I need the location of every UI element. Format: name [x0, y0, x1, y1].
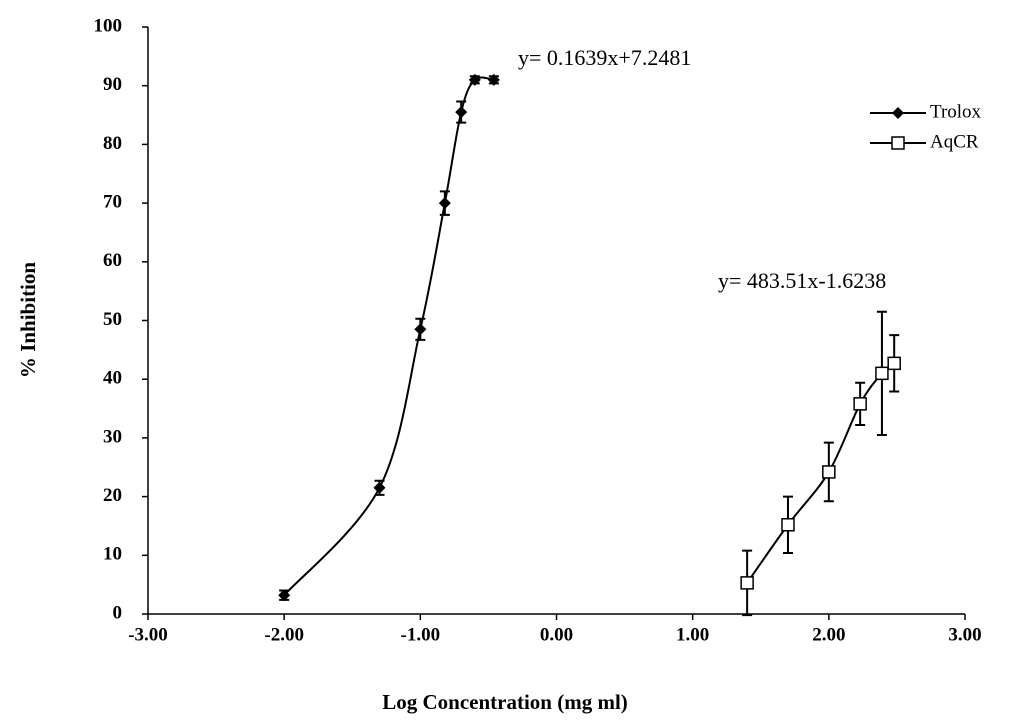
x-tick-label: -1.00: [401, 624, 441, 645]
series-line: [283, 76, 494, 596]
series-line: [746, 362, 895, 584]
x-tick-label: -2.00: [264, 624, 304, 645]
legend-label: Trolox: [930, 101, 982, 122]
legend-marker: [891, 136, 905, 150]
y-axis-label: % Inhibition: [16, 262, 40, 378]
y-tick-label: 70: [103, 191, 122, 212]
data-point: [414, 323, 427, 336]
annotation: y= 483.51x-1.6238: [718, 268, 886, 293]
x-tick-label: 0.00: [540, 624, 573, 645]
legend-marker: [892, 107, 904, 119]
y-tick-label: 80: [103, 133, 122, 154]
data-point: [468, 73, 481, 86]
data-point: [853, 397, 867, 411]
x-axis-label: Log Concentration (mg ml): [382, 690, 628, 714]
y-tick-label: 10: [103, 544, 122, 565]
data-point: [487, 73, 500, 86]
y-tick-label: 100: [94, 15, 123, 36]
y-tick-label: 20: [103, 485, 122, 506]
data-point: [822, 465, 836, 479]
data-point: [455, 106, 468, 119]
y-tick-label: 50: [103, 309, 122, 330]
x-tick-label: 1.00: [676, 624, 709, 645]
data-point: [278, 589, 291, 602]
data-point: [373, 481, 386, 494]
data-point: [438, 197, 451, 210]
data-point: [781, 518, 795, 532]
x-tick-label: 2.00: [812, 624, 845, 645]
y-tick-label: 90: [103, 74, 122, 95]
y-tick-label: 30: [103, 426, 122, 447]
x-tick-label: -3.00: [128, 624, 168, 645]
y-tick-label: 0: [113, 602, 123, 623]
y-tick-label: 40: [103, 368, 122, 389]
data-point: [887, 356, 901, 371]
data-point: [875, 366, 889, 381]
legend-label: AqCR: [930, 131, 979, 152]
annotation: y= 0.1639x+7.2481: [518, 45, 691, 70]
y-tick-label: 60: [103, 250, 122, 271]
x-tick-label: 3.00: [948, 624, 981, 645]
data-point: [740, 576, 754, 590]
